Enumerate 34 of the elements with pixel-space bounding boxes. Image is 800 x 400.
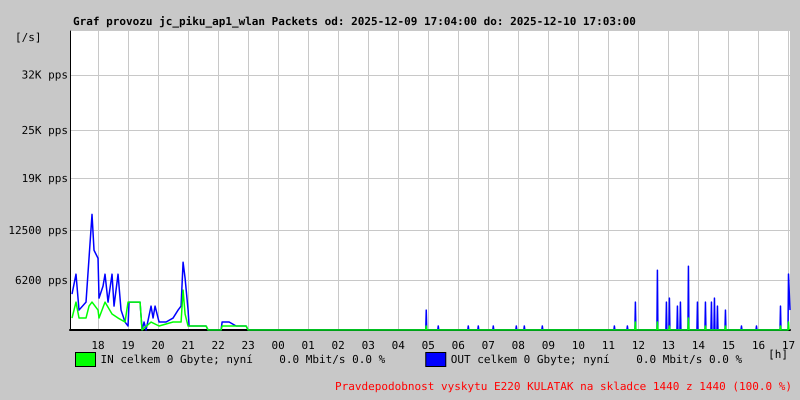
y-tick-label: 32K pps <box>22 68 68 82</box>
x-axis-title: [h] <box>768 348 788 361</box>
chart-title: Graf provozu jc_piku_ap1_wlan Packets od: 2025-12-09 17:04:00 do: 2025-12-10 17:03:00 <box>73 15 636 28</box>
x-tick-label: 19 <box>121 339 135 352</box>
x-tick-label: 15 <box>722 339 736 352</box>
x-tick-label: 18 <box>91 339 105 352</box>
x-tick-label: 07 <box>482 339 495 352</box>
y-tick-label: 12500 pps <box>8 224 68 237</box>
x-tick-label: 01 <box>302 339 315 352</box>
x-tick-label: 16 <box>752 339 766 352</box>
y-tick-label: 19K pps <box>22 172 68 186</box>
x-tick-label: 00 <box>272 339 285 352</box>
y-axis-title: [/s] <box>15 31 42 44</box>
x-tick-label: 11 <box>602 339 615 352</box>
x-tick-label: 20 <box>151 339 165 352</box>
x-tick-label: 21 <box>181 339 195 352</box>
x-tick-label: 04 <box>392 339 406 352</box>
x-tick-label: 08 <box>512 339 525 352</box>
x-tick-label: 05 <box>422 339 435 352</box>
x-tick-label: 22 <box>211 339 225 352</box>
x-tick-label: 03 <box>362 339 375 352</box>
x-tick-label: 06 <box>452 339 465 352</box>
x-tick-label: 02 <box>332 339 345 352</box>
text: Pravdepodobnost vyskytu E220 KULATAK na skladce 1440 z 1440 (100.0 %) <box>335 380 792 393</box>
legend-label: OUT celkem 0 Gbyte; nyní 0.0 Mbit/s 0.0 % <box>450 353 743 366</box>
x-tick-label: 13 <box>662 339 676 352</box>
x-tick-label: 14 <box>692 339 706 352</box>
x-tick-label: 09 <box>542 339 555 352</box>
y-tick-label: 6200 pps <box>15 274 68 288</box>
x-tick-label: 23 <box>242 339 255 352</box>
legend-label: IN celkem 0 Gbyte; nyní 0.0 Mbit/s 0.0 % <box>100 353 386 366</box>
x-tick-label: 10 <box>572 339 585 352</box>
x-tick-label: 12 <box>632 339 646 352</box>
y-tick-label: 25K pps <box>22 124 68 138</box>
